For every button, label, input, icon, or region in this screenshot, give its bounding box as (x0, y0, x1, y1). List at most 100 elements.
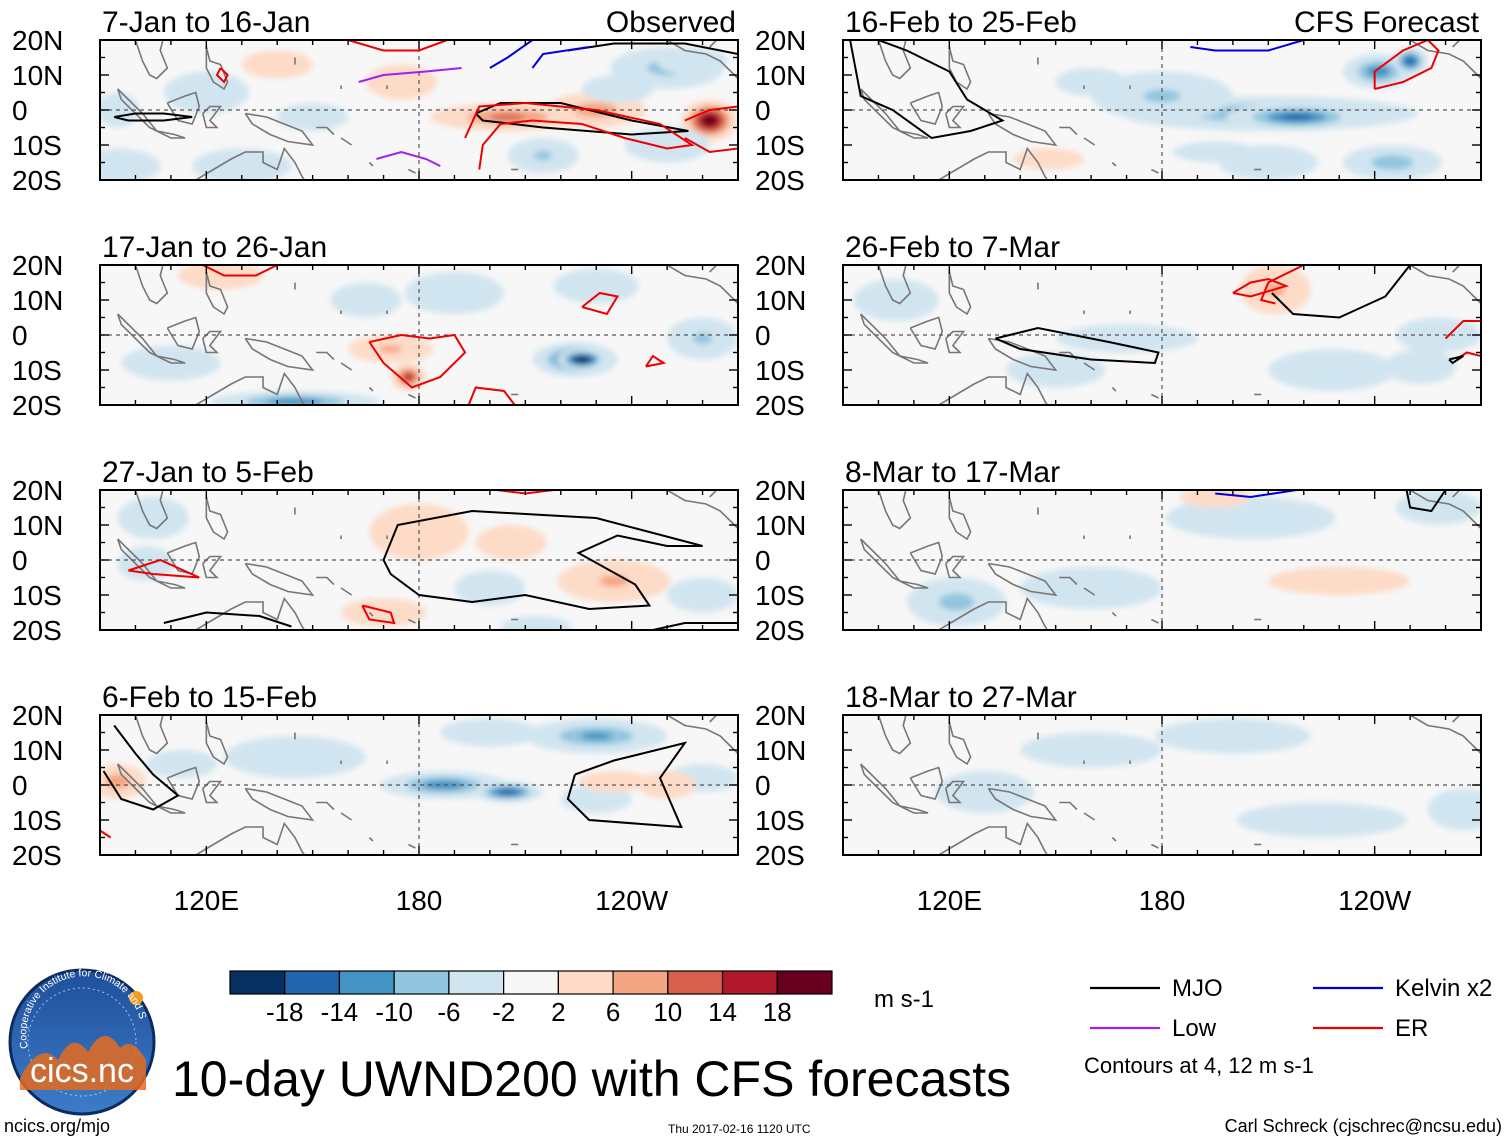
anomaly-blob (440, 718, 540, 747)
lon-tick-label: 120E (174, 885, 239, 916)
panel-label: 6-Feb to 15-Feb (102, 681, 317, 714)
lon-tick-label: 180 (396, 885, 443, 916)
panel-p3: 20N 10N 0 10S 20S 27-Jan to 5-Feb (12, 456, 739, 646)
footer-url[interactable]: ncics.org/mjo (4, 1116, 111, 1136)
coastline (156, 580, 186, 589)
lat-tick-label: 10N (12, 510, 63, 541)
lat-tick-label: 20S (12, 840, 62, 871)
coastline (205, 46, 229, 91)
lat-tick-label: 0 (755, 545, 771, 576)
coastline (1111, 386, 1117, 392)
footer-timestamp: Thu 2017-02-16 1120 UTC (668, 1122, 811, 1136)
lon-tick-label: 120E (917, 885, 982, 916)
coastline (1409, 40, 1481, 80)
anomaly-blob (117, 497, 189, 539)
column-header: Observed (606, 6, 736, 39)
colorbar-tick-label: -18 (266, 997, 304, 1027)
panel-p5: 20N 10N 0 10S 20S 16-Feb to 25-Feb CFS Forecas… (755, 6, 1482, 196)
anomaly-blob (497, 789, 518, 795)
anomaly-blob (1165, 497, 1336, 539)
contour-mjo (163, 611, 292, 628)
anomaly-blob (100, 148, 161, 180)
contour-er (467, 386, 516, 405)
contour-mjo (113, 112, 193, 122)
coastline (666, 715, 738, 755)
coastlines (859, 715, 1481, 855)
coastline (987, 112, 1058, 147)
colorbar-swatch (448, 970, 505, 995)
coastline (666, 265, 738, 305)
coastline (340, 812, 353, 821)
coastline (1151, 843, 1159, 849)
anomaly-blob (490, 113, 525, 121)
lat-tick-label: 10S (755, 805, 805, 836)
lat-tick-label: 20S (12, 390, 62, 421)
lon-tick-label: 180 (1139, 885, 1186, 916)
anomaly-blob (693, 333, 712, 344)
colorbar-tick-label: -6 (437, 997, 460, 1027)
coastline (316, 126, 335, 136)
coastline (205, 271, 229, 316)
lon-tick-label: 120W (595, 885, 669, 916)
anomaly-blob (277, 103, 349, 131)
lat-tick-label: 0 (12, 545, 28, 576)
contour-mjo (995, 326, 1160, 365)
lat-tick-label: 0 (12, 770, 28, 801)
contour-er (581, 291, 620, 316)
coastline (1151, 168, 1159, 174)
anomaly-blob (638, 771, 696, 799)
coastline (202, 105, 223, 129)
anomaly-blob (177, 265, 264, 290)
lat-tick-label: 10N (755, 285, 806, 316)
colorbar-swatch (612, 970, 669, 995)
coastline (194, 821, 306, 855)
anomaly-blob (192, 148, 292, 180)
lat-tick-label: 10S (12, 805, 62, 836)
legend-label: Low (1172, 1015, 1217, 1042)
coastline (948, 271, 972, 316)
coastline (877, 715, 912, 755)
coastline (134, 715, 169, 755)
coastline (156, 805, 186, 814)
anomaly-blob (1055, 324, 1198, 353)
anomaly-blob (1020, 567, 1162, 609)
colorbar-tick-label: -14 (321, 997, 359, 1027)
anomaly-blob (938, 593, 974, 611)
lat-tick-label: 20N (12, 250, 63, 281)
coastline (709, 265, 718, 273)
coastline (909, 316, 944, 350)
coastline (408, 843, 416, 849)
contour-mjo (652, 622, 738, 630)
contour-er (645, 354, 667, 368)
coastline (1409, 265, 1481, 305)
coastline (937, 371, 1049, 405)
coastline (899, 130, 929, 139)
contour-mjo (849, 40, 1005, 140)
contour-mjo (382, 509, 703, 611)
coastlines (859, 490, 1481, 630)
panel-p1: 20N 10N 0 10S 20S 7-Jan to 16-Jan Observed (12, 6, 739, 196)
anomaly-blob (117, 546, 175, 581)
lat-tick-label: 20N (12, 475, 63, 506)
coastline (945, 330, 966, 354)
anomaly-blob (422, 780, 465, 790)
coastline (194, 371, 306, 405)
anomaly-shading (121, 265, 738, 405)
coastline (368, 161, 374, 167)
contour-er (684, 105, 738, 122)
coastline (948, 721, 972, 766)
coastline (1111, 836, 1117, 842)
anomaly-blob (241, 50, 313, 79)
contour-er (684, 137, 738, 154)
coastline (134, 40, 169, 80)
contour-low (376, 150, 441, 167)
coastlines (116, 490, 738, 630)
coastline (340, 137, 353, 146)
colorbar-swatch (229, 970, 286, 995)
anomaly-blob (266, 398, 323, 405)
contour-er (202, 265, 278, 277)
coastline (1452, 40, 1461, 48)
contour-kelvin (1215, 490, 1297, 499)
coastline (709, 40, 718, 48)
anomaly-blob (404, 272, 505, 314)
